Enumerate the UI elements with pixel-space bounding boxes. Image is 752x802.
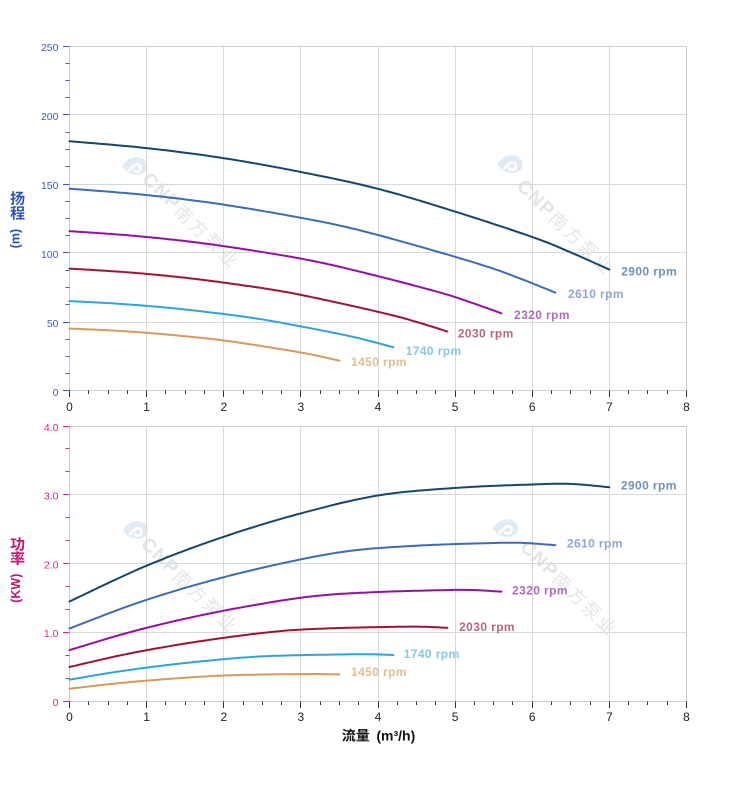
svg-text:0: 0 (66, 400, 73, 414)
svg-text:0: 0 (66, 710, 73, 724)
svg-text:4.0: 4.0 (44, 422, 59, 434)
svg-text:(m): (m) (9, 229, 23, 248)
svg-text:1: 1 (143, 710, 150, 724)
svg-text:6: 6 (529, 400, 536, 414)
svg-text:50: 50 (47, 318, 59, 330)
svg-text:5: 5 (452, 400, 459, 414)
svg-text:5: 5 (452, 710, 459, 724)
svg-text:8: 8 (683, 400, 690, 414)
svg-text:2: 2 (220, 400, 227, 414)
svg-text:2320 rpm: 2320 rpm (512, 583, 568, 597)
svg-text:2900 rpm: 2900 rpm (621, 265, 677, 279)
svg-text:2.0: 2.0 (44, 559, 59, 571)
svg-text:1450 rpm: 1450 rpm (351, 665, 407, 679)
svg-text:150: 150 (41, 180, 59, 192)
svg-text:8: 8 (683, 710, 690, 724)
svg-text:1: 1 (143, 400, 150, 414)
svg-text:3.0: 3.0 (44, 491, 59, 503)
svg-text:2030 rpm: 2030 rpm (458, 326, 514, 340)
svg-text:2610 rpm: 2610 rpm (568, 287, 624, 301)
svg-text:2900 rpm: 2900 rpm (621, 479, 677, 493)
svg-text:2: 2 (220, 710, 227, 724)
svg-text:2610 rpm: 2610 rpm (567, 536, 623, 550)
svg-text:4: 4 (375, 400, 382, 414)
svg-text:4: 4 (375, 710, 382, 724)
svg-text:1740 rpm: 1740 rpm (406, 344, 462, 358)
svg-text:(m³/h): (m³/h) (373, 728, 416, 744)
svg-text:0: 0 (53, 697, 59, 709)
svg-text:2320 rpm: 2320 rpm (514, 308, 570, 322)
svg-text:0: 0 (53, 387, 59, 399)
svg-text:1.0: 1.0 (44, 628, 59, 640)
svg-text:3: 3 (298, 400, 305, 414)
svg-text:100: 100 (41, 249, 59, 261)
svg-text:200: 200 (41, 111, 59, 123)
svg-text:(KW): (KW) (9, 574, 23, 603)
svg-text:6: 6 (529, 710, 536, 724)
svg-text:7: 7 (606, 400, 613, 414)
svg-text:1740 rpm: 1740 rpm (404, 647, 460, 661)
svg-text:250: 250 (41, 42, 59, 54)
svg-text:7: 7 (606, 710, 613, 724)
svg-text:1450 rpm: 1450 rpm (351, 355, 407, 369)
svg-text:3: 3 (298, 710, 305, 724)
svg-text:2030 rpm: 2030 rpm (459, 620, 515, 634)
